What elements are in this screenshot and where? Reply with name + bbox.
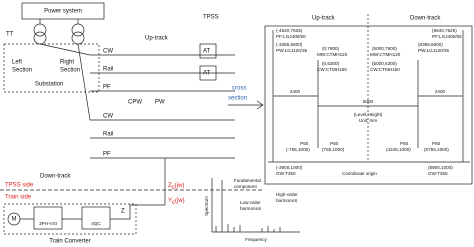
power-system: Power system <box>44 9 82 15</box>
cross-section-link: cross <box>232 86 246 92</box>
unit: Unit: mm <box>359 118 378 123</box>
arrow <box>228 100 264 110</box>
dimension: 4400 <box>290 89 301 94</box>
conductor: PF <box>103 152 111 158</box>
rectifier-box <box>81 206 111 230</box>
y-label: Spectrum <box>204 196 209 216</box>
fundamental: component <box>234 184 257 189</box>
at-box <box>199 65 217 81</box>
impedance: Zc(jw) <box>168 183 184 191</box>
dimension: 5000 <box>363 99 374 104</box>
inverter-box <box>33 206 63 230</box>
x-label: Frequency <box>245 237 267 242</box>
wire-coord: (8365,6600) <box>418 42 443 47</box>
up-track-lines <box>39 43 235 159</box>
wire-type: CW:CTMH150 <box>370 67 400 72</box>
power-system-box <box>21 2 105 20</box>
wire-type: MW:CTMH120 <box>370 52 401 57</box>
at: AT <box>203 71 211 77</box>
high-order: High-order <box>276 192 298 197</box>
spectrum-bars <box>215 180 281 232</box>
wire-coord: (-4640,7625) <box>276 28 303 33</box>
rail-coord: (-755,1000) <box>286 147 310 152</box>
inverter: 3PH-VSI <box>39 221 57 226</box>
gw-type: GW:T350 <box>276 171 296 176</box>
wire-type: CW:CTMH150 <box>317 67 347 72</box>
gw-coord: (-3900,1000) <box>276 165 303 170</box>
conductor: Rail <box>103 67 113 73</box>
cs-down-track: Down-track <box>410 16 441 22</box>
up-track: Up-track <box>145 36 169 42</box>
wire <box>20 204 165 220</box>
admittance: Yc(jw) <box>168 198 185 206</box>
wire-type: PF:LGJ400/50 <box>276 34 306 39</box>
rail-coord: (5755,1000) <box>424 147 449 152</box>
rectifier: 4QC <box>91 221 101 226</box>
rail-type: P60 <box>300 141 309 146</box>
train-side: Train side <box>5 195 32 201</box>
wire-type: PF:LGJ400/65 <box>432 34 462 39</box>
transformer <box>33 31 47 45</box>
rail-coord: (4245,1000) <box>386 147 411 152</box>
at-box <box>199 43 217 59</box>
wire-type: MW:CTMH120 <box>317 52 348 57</box>
wire-type: PW:LGJ120/35 <box>276 48 308 53</box>
low-order: harmonics <box>240 206 262 211</box>
transformer <box>71 31 85 45</box>
tpss-side: TPSS side <box>5 183 34 189</box>
wire-coord: (0,6300) <box>322 61 340 66</box>
right-section: Right <box>60 60 74 66</box>
filter: Z <box>121 209 125 215</box>
fundamental: Fundamental <box>234 178 261 183</box>
left-section: Section <box>12 68 32 74</box>
rail-type: P60 <box>330 141 339 146</box>
wire-coord: (-3365,6600) <box>276 42 303 47</box>
substation-box <box>3 43 100 93</box>
cs-up-track: Up-track <box>312 16 336 22</box>
wire-coord: (9640,7625) <box>432 28 457 33</box>
motor-label: M <box>12 217 17 223</box>
unit: (Level,Height) <box>354 112 383 117</box>
conductor: CW <box>103 114 113 120</box>
gw-type: GW:T350 <box>428 171 448 176</box>
cross-section-box <box>264 25 473 185</box>
conductor: CW <box>103 49 113 55</box>
conductor: Rail <box>103 132 113 138</box>
substation: Substation <box>35 82 63 88</box>
conductor: PF <box>103 85 111 91</box>
wire-coord: (0,7900) <box>322 46 340 51</box>
cross-section-link: section <box>228 96 247 102</box>
high-order: harmonics <box>276 198 298 203</box>
converter-box <box>3 203 137 235</box>
spectrum-axes <box>211 178 300 233</box>
wire-coord: (5000,6300) <box>372 61 397 66</box>
left-section: Left <box>12 60 22 66</box>
pw: PW <box>155 100 165 106</box>
down-track: Down-track <box>40 174 71 180</box>
rail-type: P60 <box>400 141 409 146</box>
title: TPSS <box>203 15 219 21</box>
rail-type: P60 <box>432 141 441 146</box>
rail-coord: (755,1000) <box>322 147 345 152</box>
converter-label: Train Converter <box>49 239 90 245</box>
at: AT <box>203 49 211 55</box>
tt-label: TT <box>6 32 14 38</box>
low-order: Low-order <box>240 200 261 205</box>
wire-coord: (5000,7900) <box>372 46 397 51</box>
right-section: Section <box>60 68 80 74</box>
gw-coord: (8900,1000) <box>428 165 453 170</box>
dimension: 4400 <box>435 89 446 94</box>
wire-type: PW:LGJ120/35 <box>418 48 450 53</box>
coordinate-origin: Coordinate origin <box>342 171 377 176</box>
cpw: CPW <box>128 100 142 106</box>
